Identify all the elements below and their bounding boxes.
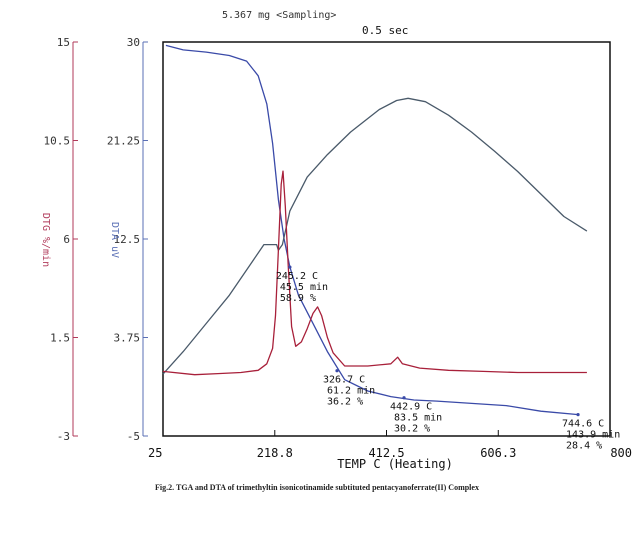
plot-frame — [162, 41, 611, 437]
annotation-label: 30.2 % — [394, 424, 430, 435]
annotation-label: 326.7 C — [323, 375, 365, 386]
dtg-curve — [162, 170, 587, 376]
x-tick-label: 218.8 — [257, 446, 293, 460]
y-inner-tick-label: -5 — [127, 430, 140, 443]
annotation-marker — [402, 396, 406, 400]
chart-header-left: 5.367 mg <Sampling> — [222, 10, 336, 21]
y-outer-tick-label: 1.5 — [50, 332, 70, 345]
x-tick-label: 412.5 — [368, 446, 404, 460]
y-inner-tick-label: 21.25 — [107, 135, 140, 148]
y-inner-tick-label: 30 — [127, 36, 140, 49]
dta-curve — [162, 97, 588, 375]
annotation-marker — [288, 265, 292, 269]
annotation-label: 442.9 C — [390, 402, 432, 413]
annotation-label: 83.5 min — [394, 413, 442, 424]
x-tick-label: 25 — [148, 446, 162, 460]
annotation-label: 36.2 % — [327, 397, 363, 408]
y-axis-outer-label: DTG %/min — [40, 213, 51, 267]
y-outer-tick-label: 15 — [57, 36, 70, 49]
x-tick-label: 606.3 — [480, 446, 516, 460]
annotation-label: 143.9 min — [566, 430, 620, 441]
x-tick-label: 800 — [610, 446, 632, 460]
annotation-label: 28.4 % — [566, 441, 602, 452]
y-axis-inner-label: DTA uV — [109, 222, 120, 258]
x-axis-label: TEMP C (Heating) — [337, 457, 453, 471]
y-inner-tick-label: 3.75 — [114, 332, 141, 345]
annotation-marker — [335, 369, 339, 373]
y-inner-tick-label: 12.5 — [114, 233, 141, 246]
chart-header-right: 0.5 sec — [362, 24, 408, 37]
annotation-label: 245.2 C — [276, 271, 318, 282]
annotation-marker — [576, 413, 580, 417]
y-outer-tick-label: 10.5 — [44, 135, 71, 148]
annotation-label: 45.5 min — [280, 282, 328, 293]
annotation-label: 58.9 % — [280, 293, 316, 304]
annotation-label: 744.6 C — [562, 419, 604, 430]
y-outer-tick-label: 6 — [63, 233, 70, 246]
figure-caption: Fig.2. TGA and DTA of trimethyltin isoni… — [155, 483, 479, 492]
tga-curve — [165, 44, 579, 416]
y-outer-tick-label: -3 — [57, 430, 70, 443]
annotation-label: 61.2 min — [327, 386, 375, 397]
